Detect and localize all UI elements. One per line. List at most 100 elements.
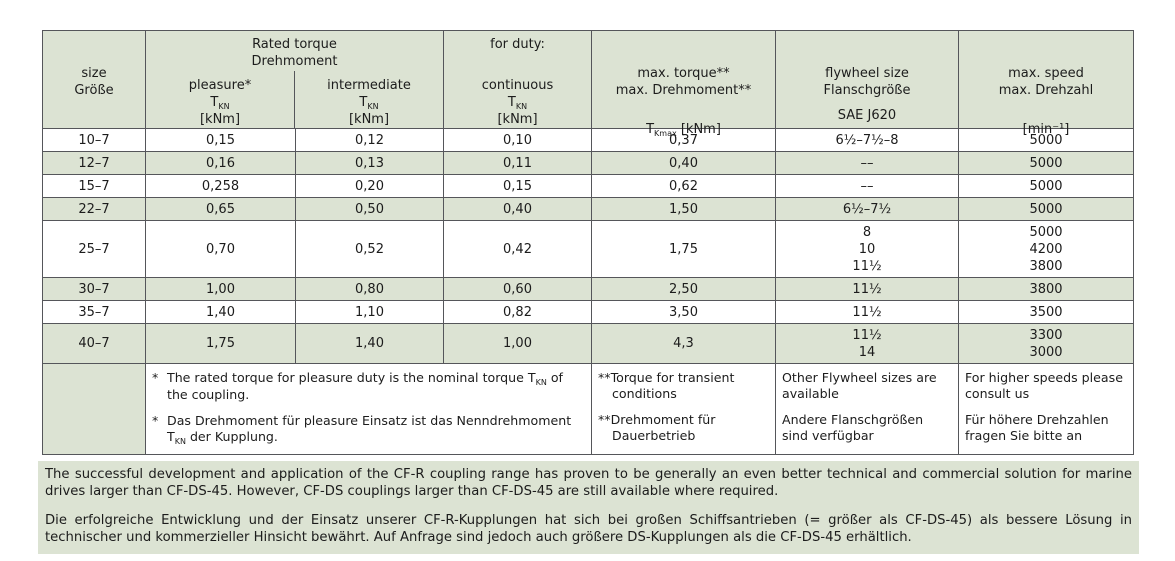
notes-empty-cell xyxy=(42,363,146,455)
cell-size: 12–7 xyxy=(42,151,146,175)
note-flywheel-en: Other Flywheel sizes are available xyxy=(782,370,937,401)
tkn-unit: [kNm] xyxy=(497,112,538,127)
tkn-symbol: TKN xyxy=(507,95,528,111)
cell-pleasure: 1,40 xyxy=(145,300,296,324)
note-torque-en: **Torque for transient conditions xyxy=(598,370,735,401)
table-row: 40–7 1,75 1,40 1,00 4,3 11½ 14 3300 3000 xyxy=(42,323,1134,364)
table-row: 35–7 1,40 1,10 0,82 3,50 11½ 3500 xyxy=(42,300,1134,324)
header-sae-j620: SAE J620 xyxy=(837,107,897,123)
header-size: size Größe xyxy=(42,30,146,129)
cell-max-torque: 1,50 xyxy=(591,197,776,221)
cell-pleasure: 0,70 xyxy=(145,220,296,278)
notes-max-torque: **Torque for transient conditions **Dreh… xyxy=(591,363,776,455)
cell-continuous: 0,15 xyxy=(443,174,592,198)
cell-size: 15–7 xyxy=(42,174,146,198)
cell-pleasure: 0,258 xyxy=(145,174,296,198)
table-row: 15–7 0,258 0,20 0,15 0,62 –– 5000 xyxy=(42,174,1134,198)
header-intermediate: intermediate TKN [kNm] xyxy=(294,71,443,128)
footer-paragraph-en: The successful development and applicati… xyxy=(45,467,1132,499)
header-max-speed: max. speed max. Drehzahl [min⁻¹] xyxy=(958,30,1134,137)
cell-intermediate: 1,40 xyxy=(295,323,444,364)
tkn-unit: [kNm] xyxy=(199,112,241,127)
cell-flywheel: 6½–7½ xyxy=(775,197,959,221)
notes-max-speed: For higher speeds please consult us Für … xyxy=(958,363,1134,455)
cell-speed: 5000 4200 3800 xyxy=(958,220,1134,278)
cell-speed: 5000 xyxy=(958,151,1134,175)
cell-speed: 5000 xyxy=(958,128,1134,152)
header-max-torque: max. torque** max. Drehmoment** TKmax [k… xyxy=(591,30,776,137)
cell-max-torque: 2,50 xyxy=(591,277,776,301)
table-row: 25–7 0,70 0,52 0,42 1,75 8 10 11½ 5000 4… xyxy=(42,220,1134,278)
notes-flywheel: Other Flywheel sizes are available Ander… xyxy=(775,363,959,455)
cell-speed: 5000 xyxy=(958,197,1134,221)
note-speed-en: For higher speeds please consult us xyxy=(965,370,1123,401)
tkn-unit: [kNm] xyxy=(348,112,390,127)
header-rated-torque: Rated torque Drehmoment pleasure* TKN [k… xyxy=(145,30,444,129)
header-pleasure: pleasure* TKN [kNm] xyxy=(146,71,294,128)
cell-flywheel: –– xyxy=(775,174,959,198)
table-header-row: size Größe Rated torque Drehmoment pleas… xyxy=(42,30,1134,137)
cell-size: 35–7 xyxy=(42,300,146,324)
header-flywheel: flywheel size Flanschgröße SAE J620 xyxy=(775,30,959,129)
header-rated-line1: Rated torque xyxy=(252,37,337,52)
cell-max-torque: 1,75 xyxy=(591,220,776,278)
cell-flywheel: –– xyxy=(775,151,959,175)
cell-continuous: 0,10 xyxy=(443,128,592,152)
cell-pleasure: 0,15 xyxy=(145,128,296,152)
cell-size: 30–7 xyxy=(42,277,146,301)
footer-paragraph-de: Die erfolgreiche Entwicklung und der Ein… xyxy=(45,513,1132,545)
cell-continuous: 0,40 xyxy=(443,197,592,221)
cell-intermediate: 0,52 xyxy=(295,220,444,278)
table-row: 22–7 0,65 0,50 0,40 1,50 6½–7½ 5000 xyxy=(42,197,1134,221)
header-size-line2: Größe xyxy=(74,82,114,98)
header-continuous: continuous TKN [kNm] xyxy=(444,71,591,128)
footnote-star: * xyxy=(152,413,159,428)
cell-intermediate: 0,50 xyxy=(295,197,444,221)
note-rated-en: * The rated torque for pleasure duty is … xyxy=(152,370,563,402)
tkn-symbol: TKN xyxy=(359,95,379,111)
table-row: 10–7 0,15 0,12 0,10 0,37 6½–7½–8 5000 xyxy=(42,128,1134,152)
cell-flywheel: 11½ xyxy=(775,300,959,324)
cell-continuous: 0,60 xyxy=(443,277,592,301)
cell-continuous: 0,11 xyxy=(443,151,592,175)
cell-speed: 5000 xyxy=(958,174,1134,198)
note-rated-de: * Das Drehmoment für pleasure Einsatz is… xyxy=(152,413,572,446)
cell-intermediate: 0,80 xyxy=(295,277,444,301)
cell-speed: 3300 3000 xyxy=(958,323,1134,364)
cell-intermediate: 1,10 xyxy=(295,300,444,324)
table-row: 12–7 0,16 0,13 0,11 0,40 –– 5000 xyxy=(42,151,1134,175)
cell-size: 22–7 xyxy=(42,197,146,221)
footer-text-band: The successful development and applicati… xyxy=(38,461,1139,554)
cell-max-torque: 4,3 xyxy=(591,323,776,364)
header-size-line1: size xyxy=(81,65,107,81)
note-torque-de: **Drehmoment für Dauerbetrieb xyxy=(598,412,716,443)
cell-intermediate: 0,20 xyxy=(295,174,444,198)
cell-continuous: 1,00 xyxy=(443,323,592,364)
header-rated-line2: Drehmoment xyxy=(251,54,338,69)
cell-max-torque: 3,50 xyxy=(591,300,776,324)
cell-pleasure: 1,00 xyxy=(145,277,296,301)
cell-max-torque: 0,40 xyxy=(591,151,776,175)
footnote-star: * xyxy=(152,370,159,385)
note-flywheel-de: Andere Flanschgrößen sind verfügbar xyxy=(782,412,924,443)
cell-max-torque: 0,62 xyxy=(591,174,776,198)
cell-speed: 3500 xyxy=(958,300,1134,324)
cell-max-torque: 0,37 xyxy=(591,128,776,152)
tkn-symbol: TKN xyxy=(210,95,230,111)
note-speed-de: Für höhere Drehzahlen fragen Sie bitte a… xyxy=(965,412,1109,443)
cell-pleasure: 0,65 xyxy=(145,197,296,221)
cell-flywheel: 11½ 14 xyxy=(775,323,959,364)
cell-size: 10–7 xyxy=(42,128,146,152)
cell-flywheel: 11½ xyxy=(775,277,959,301)
cell-pleasure: 0,16 xyxy=(145,151,296,175)
cell-flywheel: 6½–7½–8 xyxy=(775,128,959,152)
coupling-spec-table: size Größe Rated torque Drehmoment pleas… xyxy=(42,30,1134,455)
cell-intermediate: 0,12 xyxy=(295,128,444,152)
cell-size: 40–7 xyxy=(42,323,146,364)
cell-speed: 3800 xyxy=(958,277,1134,301)
cell-size: 25–7 xyxy=(42,220,146,278)
cell-flywheel: 8 10 11½ xyxy=(775,220,959,278)
table-notes-row: * The rated torque for pleasure duty is … xyxy=(42,363,1134,455)
cell-continuous: 0,42 xyxy=(443,220,592,278)
